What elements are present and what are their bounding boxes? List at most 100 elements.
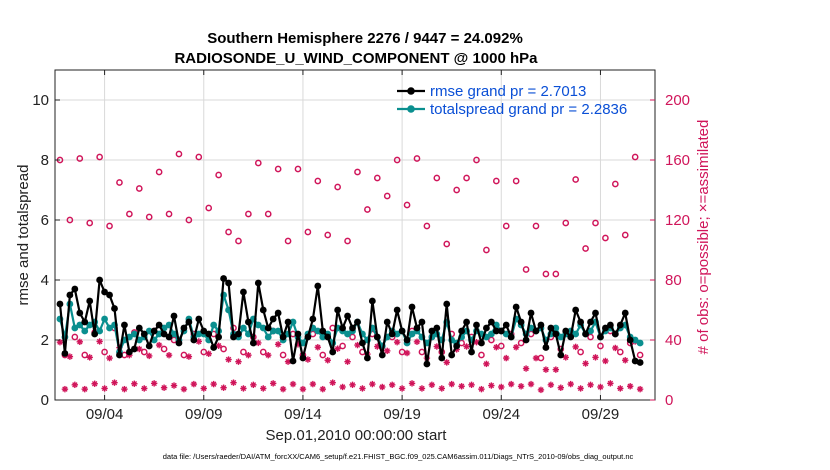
obs-possible-marker: [522, 266, 530, 273]
rmse-point: [463, 318, 470, 326]
obs-assimilated-marker: [572, 343, 579, 351]
rmse-point: [438, 354, 446, 362]
obs-assimilated-marker: [260, 385, 267, 392]
obs-assimilated-marker: [81, 385, 88, 393]
rmse-point: [101, 288, 108, 296]
rmse-point: [210, 344, 218, 351]
asterisk-stroke: [394, 339, 400, 345]
y-axis-label: rmse and totalspread: [15, 165, 32, 306]
obs-possible-marker: [497, 342, 505, 350]
obs-assimilated-marker: [235, 358, 242, 365]
asterisk-stroke: [131, 381, 138, 387]
rmse-point: [170, 312, 178, 320]
obs-assimilated-marker: [101, 385, 108, 392]
x-tick-label: 09/04: [86, 406, 124, 423]
rmse-point: [537, 321, 545, 329]
rmse-point: [582, 330, 589, 338]
rmse-point: [497, 327, 505, 335]
obs-possible-marker: [502, 222, 510, 230]
obs-possible-marker: [324, 231, 332, 239]
obs-assimilated-marker: [329, 379, 336, 386]
totalspread-point: [314, 327, 322, 335]
rmse-point: [344, 312, 351, 320]
totalspread-point: [487, 330, 495, 338]
obs-possible-marker: [155, 168, 163, 176]
asterisk-stroke: [369, 381, 376, 387]
obs-possible-marker: [582, 245, 589, 252]
asterisk-stroke: [245, 352, 252, 358]
rmse-point: [111, 305, 118, 312]
rmse-point: [66, 291, 74, 299]
rmse-point: [611, 330, 619, 338]
obs-assimilated-marker: [503, 354, 510, 362]
rmse-point: [587, 318, 594, 326]
obs-assimilated-marker: [498, 383, 505, 391]
totalspread-point: [170, 330, 178, 338]
asterisk-stroke: [389, 382, 395, 388]
obs-possible-marker: [354, 168, 361, 176]
rmse-point: [408, 303, 416, 311]
asterisk-stroke: [171, 382, 177, 389]
obs-possible-marker: [398, 348, 406, 356]
rmse-point: [71, 285, 79, 293]
obs-assimilated-marker: [567, 380, 574, 388]
y-right-tick-label: 200: [665, 92, 690, 109]
obs-possible-marker: [145, 213, 153, 221]
obs-assimilated-marker: [299, 385, 307, 393]
rmse-line: [58, 277, 641, 366]
obs-assimilated-marker: [483, 360, 490, 368]
legend-spread-label: totalspread grand pr = 2.2836: [430, 101, 627, 118]
asterisk-stroke: [354, 342, 361, 348]
rmse-point: [507, 333, 515, 341]
legend-rmse-label: rmse grand pr = 2.7013: [430, 83, 586, 100]
obs-possible-marker: [274, 165, 282, 173]
asterisk-stroke: [488, 382, 495, 389]
rmse-point: [547, 324, 555, 332]
rmse-point: [423, 360, 431, 368]
obs-assimilated-marker: [344, 358, 351, 365]
asterisk-stroke: [548, 382, 554, 388]
asterisk-stroke: [305, 356, 311, 363]
asterisk-stroke: [483, 361, 490, 367]
obs-possible-marker: [71, 333, 79, 341]
obs-possible-marker: [453, 186, 461, 194]
rmse-point: [373, 333, 381, 341]
rmse-point: [562, 327, 570, 335]
asterisk-stroke: [220, 384, 227, 391]
chart-subtitle: RADIOSONDE_U_WIND_COMPONENT @ 1000 hPa: [174, 50, 538, 67]
obs-assimilated-marker: [245, 351, 252, 359]
y-tick-label: 4: [41, 272, 49, 289]
obs-assimilated-marker: [205, 350, 212, 357]
y-right-tick-label: 0: [665, 392, 673, 409]
obs-assimilated-marker: [309, 380, 317, 388]
totalspread-point: [71, 324, 79, 332]
asterisk-stroke: [181, 386, 187, 392]
totalspread-point: [319, 333, 327, 341]
obs-possible-marker: [562, 219, 570, 227]
asterisk-stroke: [324, 357, 331, 363]
obs-assimilated-marker: [121, 385, 128, 393]
obs-assimilated-marker: [413, 338, 421, 346]
obs-possible-marker: [592, 219, 599, 227]
obs-possible-marker: [517, 339, 525, 347]
obs-possible-marker: [339, 342, 346, 350]
totalspread-point: [269, 327, 277, 335]
rmse-point: [383, 318, 391, 326]
obs-assimilated-marker: [180, 385, 188, 393]
obs-assimilated-marker: [91, 380, 98, 387]
rmse-point: [592, 309, 599, 317]
obs-possible-marker: [443, 240, 451, 248]
asterisk-stroke: [478, 386, 485, 392]
rmse-point: [458, 327, 466, 335]
asterisk-stroke: [434, 343, 440, 350]
rmse-point: [121, 321, 128, 329]
asterisk-stroke: [260, 385, 266, 392]
obs-assimilated-marker: [255, 339, 262, 347]
obs-assimilated-marker: [76, 338, 83, 346]
asterisk-stroke: [503, 355, 509, 361]
totalspread-point: [259, 324, 267, 332]
asterisk-stroke: [141, 385, 147, 392]
obs-possible-marker: [532, 222, 540, 230]
obs-assimilated-marker: [155, 341, 163, 349]
y-tick-label: 6: [41, 212, 49, 229]
